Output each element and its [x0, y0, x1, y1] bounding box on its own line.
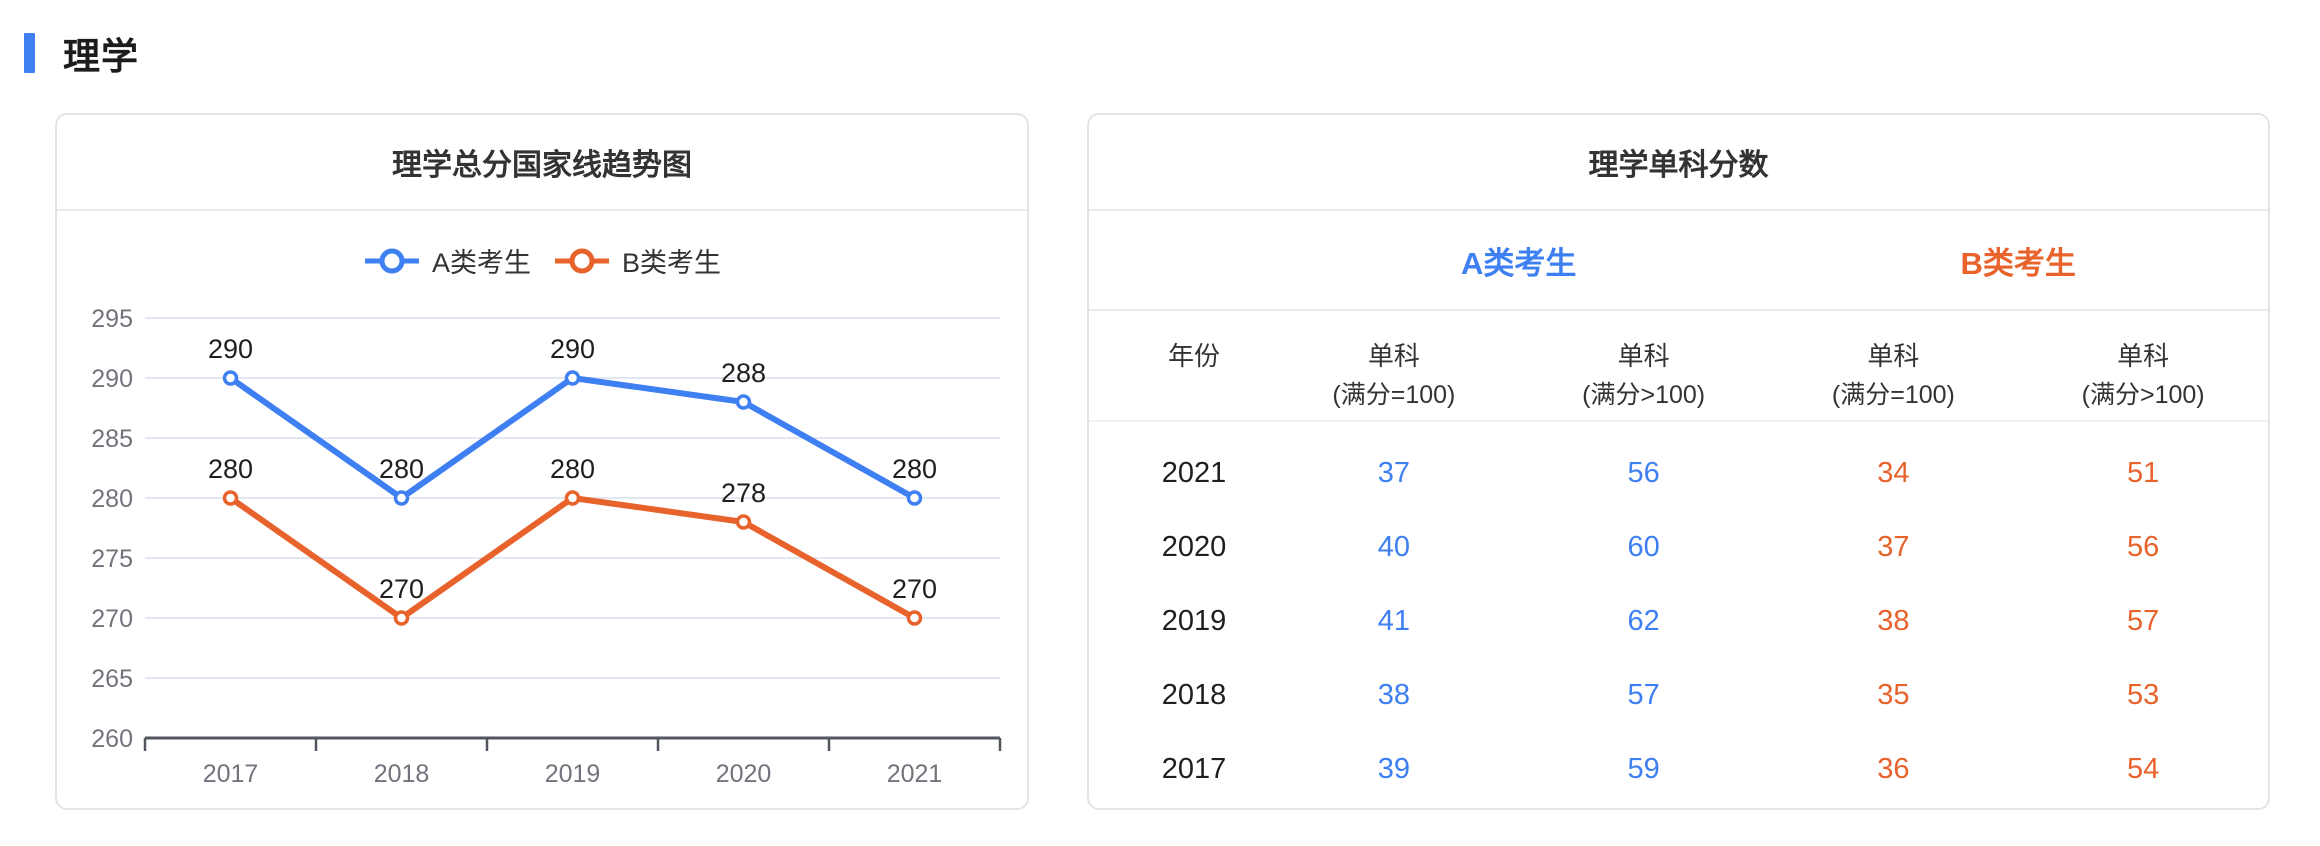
table-title: 理学单科分数 [1089, 115, 2268, 211]
data-point-marker[interactable] [393, 490, 410, 506]
y-axis-tick-label: 265 [91, 665, 133, 693]
group-header-row: A类考生 B类考生 [1089, 211, 2268, 311]
year-cell: 2017 [1161, 752, 1227, 785]
y-axis-tick-label: 295 [91, 305, 133, 333]
data-point-label: 290 [550, 334, 595, 364]
x-axis-label: 2017 [203, 760, 259, 788]
data-point-marker[interactable] [222, 490, 239, 506]
line-marker-icon [364, 248, 419, 273]
column-header-year: 年份 [1167, 341, 1220, 371]
x-axis-label: 2021 [887, 760, 943, 788]
legend-label: A类考生 [431, 248, 531, 278]
legend-item-b[interactable]: B类考生 [553, 241, 721, 280]
year-cell: 2021 [1161, 456, 1227, 489]
score-cell: 38 [1877, 604, 1910, 637]
table-row: 2021 37 56 34 51 [1089, 436, 2268, 510]
score-cell: 62 [1627, 604, 1660, 637]
score-cell: 56 [1627, 456, 1660, 489]
group-header-a: A类考生 [1461, 245, 1577, 281]
data-point-label: 288 [721, 358, 766, 388]
score-cell: 53 [2126, 678, 2160, 711]
year-cell: 2018 [1161, 678, 1227, 711]
y-axis-tick-label: 275 [91, 545, 133, 573]
data-point-marker[interactable] [735, 394, 752, 410]
data-point-label: 280 [379, 454, 424, 484]
data-point-label: 280 [208, 454, 253, 484]
x-axis-label: 2018 [374, 760, 430, 788]
year-cell: 2020 [1161, 530, 1227, 563]
table-row: 2019 41 62 38 57 [1089, 584, 2268, 658]
data-point-marker[interactable] [564, 370, 581, 386]
score-cell: 57 [1627, 678, 1660, 711]
table-row: 2020 40 60 37 56 [1089, 510, 2268, 584]
year-cell: 2019 [1161, 604, 1227, 637]
score-cell: 37 [1877, 530, 1910, 563]
score-cell: 38 [1377, 678, 1410, 711]
chart-legend: A类考生 B类考生 [57, 241, 1027, 280]
data-point-marker[interactable] [564, 490, 581, 506]
chart-title: 理学总分国家线趋势图 [57, 115, 1027, 211]
chart-area: 260 265 270 275 280 285 290 295 2017 2018 2019 2020… [57, 292, 1027, 807]
score-cell: 54 [2126, 752, 2160, 785]
y-axis-tick-label: 260 [91, 725, 133, 753]
legend-item-a[interactable]: A类考生 [363, 241, 531, 280]
data-point-marker[interactable] [393, 610, 410, 626]
section-title: 理学 [63, 36, 139, 77]
score-cell: 34 [1877, 456, 1910, 489]
column-header: 单科 (满分>100) [2081, 341, 2205, 410]
score-cell: 41 [1377, 604, 1410, 637]
column-header: 单科 (满分=100) [1332, 341, 1456, 410]
table-body: 2021 37 56 34 51 2020 40 60 37 56 2019 4… [1089, 422, 2268, 806]
score-cell: 60 [1627, 530, 1660, 563]
x-axis-label: 2020 [716, 760, 772, 788]
data-point-marker[interactable] [906, 490, 923, 506]
score-cell: 35 [1877, 678, 1910, 711]
score-cell: 37 [1377, 456, 1410, 489]
trend-chart-svg: 260 265 270 275 280 285 290 295 2017 2018 2019 2020… [91, 305, 1002, 788]
data-point-marker[interactable] [906, 610, 923, 626]
table-row: 2017 39 59 36 54 [1089, 732, 2268, 806]
column-header: 单科 (满分=100) [1831, 341, 1955, 410]
accent-bar [24, 33, 35, 73]
data-point-marker[interactable] [735, 514, 752, 530]
score-cell: 51 [2126, 456, 2160, 489]
data-point-label: 280 [892, 454, 937, 484]
x-axis-label: 2019 [545, 760, 601, 788]
section-header: 理学 [24, 26, 139, 80]
data-point-label: 280 [550, 454, 595, 484]
score-cell: 57 [2126, 604, 2160, 637]
data-point-label: 270 [892, 574, 937, 604]
column-header: 单科 (满分>100) [1582, 341, 1706, 410]
score-cell: 40 [1377, 530, 1410, 563]
data-point-label: 278 [721, 478, 766, 508]
line-marker-icon [555, 248, 609, 273]
y-axis-tick-label: 290 [91, 365, 133, 393]
legend-label: B类考生 [622, 248, 722, 278]
y-axis-tick-label: 280 [91, 485, 133, 513]
score-cell: 59 [1627, 752, 1660, 785]
score-cell: 56 [2126, 530, 2160, 563]
trend-chart-panel: 理学总分国家线趋势图 A类考生 B类考生 260 265 270 275 280 285 2… [55, 113, 1029, 810]
score-cell: 39 [1377, 752, 1410, 785]
data-point-label: 270 [379, 574, 424, 604]
data-point-label: 290 [208, 334, 253, 364]
panels-container: 理学总分国家线趋势图 A类考生 B类考生 260 265 270 275 280 285 2… [55, 113, 2270, 810]
column-header-row: 年份 单科 (满分=100) 单科 (满分>100) 单科 (满分=100) 单… [1089, 311, 2268, 422]
score-table-panel: 理学单科分数 A类考生 B类考生 年份 单科 (满分=100) 单科 (满分>1… [1087, 113, 2270, 810]
y-axis-tick-label: 285 [91, 425, 133, 453]
score-cell: 36 [1877, 752, 1910, 785]
table-row: 2018 38 57 35 53 [1089, 658, 2268, 732]
group-header-b: B类考生 [1960, 245, 2076, 281]
y-axis-tick-label: 270 [91, 605, 133, 633]
data-point-marker[interactable] [222, 370, 239, 386]
